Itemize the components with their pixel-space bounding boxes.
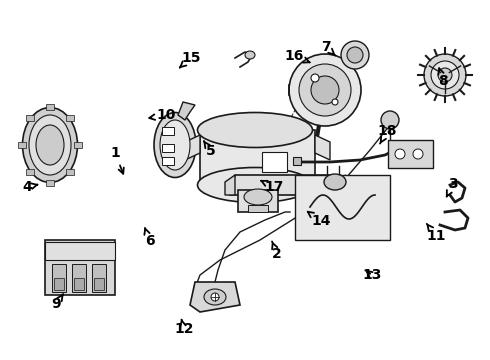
Text: 11: 11 bbox=[426, 224, 446, 243]
Bar bbox=[72, 264, 86, 292]
Polygon shape bbox=[190, 282, 240, 312]
Ellipse shape bbox=[381, 111, 399, 129]
Ellipse shape bbox=[211, 293, 219, 301]
Bar bbox=[52, 264, 66, 292]
Ellipse shape bbox=[395, 149, 405, 159]
Bar bbox=[162, 144, 174, 152]
Text: 14: 14 bbox=[308, 212, 331, 228]
Ellipse shape bbox=[23, 108, 77, 183]
Text: 12: 12 bbox=[174, 319, 194, 336]
Bar bbox=[26, 169, 34, 175]
Ellipse shape bbox=[324, 174, 346, 190]
Polygon shape bbox=[200, 130, 315, 185]
Text: 6: 6 bbox=[145, 228, 154, 248]
Ellipse shape bbox=[413, 149, 423, 159]
Ellipse shape bbox=[311, 74, 319, 82]
Ellipse shape bbox=[431, 61, 459, 89]
Text: 10: 10 bbox=[149, 108, 176, 122]
Bar bbox=[162, 157, 174, 165]
Ellipse shape bbox=[204, 289, 226, 305]
Text: 3: 3 bbox=[447, 177, 458, 197]
Ellipse shape bbox=[311, 76, 339, 104]
Ellipse shape bbox=[197, 112, 313, 148]
Ellipse shape bbox=[197, 167, 313, 202]
Ellipse shape bbox=[160, 120, 190, 170]
Ellipse shape bbox=[36, 125, 64, 165]
Ellipse shape bbox=[347, 47, 363, 63]
Bar bbox=[66, 115, 74, 121]
Ellipse shape bbox=[341, 41, 369, 69]
Bar bbox=[293, 157, 301, 165]
Text: 1: 1 bbox=[110, 146, 124, 174]
Ellipse shape bbox=[424, 54, 466, 96]
Bar bbox=[66, 169, 74, 175]
Bar bbox=[45, 242, 115, 260]
Text: 8: 8 bbox=[439, 68, 448, 88]
Text: 13: 13 bbox=[363, 269, 382, 282]
Polygon shape bbox=[230, 175, 345, 195]
Bar bbox=[92, 264, 106, 292]
Ellipse shape bbox=[244, 189, 272, 205]
Ellipse shape bbox=[299, 64, 351, 116]
Text: 15: 15 bbox=[180, 51, 201, 68]
Polygon shape bbox=[225, 175, 235, 195]
Bar bbox=[94, 278, 104, 290]
Bar bbox=[26, 115, 34, 121]
Bar bbox=[74, 142, 82, 148]
Text: 18: 18 bbox=[377, 125, 397, 144]
Text: 4: 4 bbox=[22, 180, 38, 194]
Text: 5: 5 bbox=[204, 141, 216, 158]
Text: 9: 9 bbox=[51, 294, 63, 311]
Text: 16: 16 bbox=[284, 49, 310, 63]
Ellipse shape bbox=[245, 51, 255, 59]
Bar bbox=[46, 104, 54, 110]
Bar bbox=[45, 240, 115, 295]
Polygon shape bbox=[185, 135, 200, 160]
Polygon shape bbox=[238, 190, 278, 212]
Ellipse shape bbox=[438, 68, 452, 82]
Polygon shape bbox=[178, 102, 195, 120]
Ellipse shape bbox=[154, 112, 196, 177]
Bar bbox=[262, 152, 287, 172]
Bar bbox=[18, 142, 26, 148]
Polygon shape bbox=[315, 135, 330, 160]
Bar bbox=[295, 175, 390, 240]
Bar bbox=[162, 127, 174, 135]
Bar bbox=[46, 180, 54, 186]
Bar bbox=[74, 278, 84, 290]
Ellipse shape bbox=[29, 115, 71, 175]
Ellipse shape bbox=[289, 54, 361, 126]
Text: 2: 2 bbox=[272, 242, 282, 261]
Ellipse shape bbox=[332, 99, 338, 105]
Bar bbox=[388, 140, 433, 168]
Text: 7: 7 bbox=[321, 40, 336, 56]
Bar bbox=[54, 278, 64, 290]
Polygon shape bbox=[345, 175, 355, 195]
Text: 17: 17 bbox=[261, 180, 284, 194]
Polygon shape bbox=[248, 205, 268, 212]
